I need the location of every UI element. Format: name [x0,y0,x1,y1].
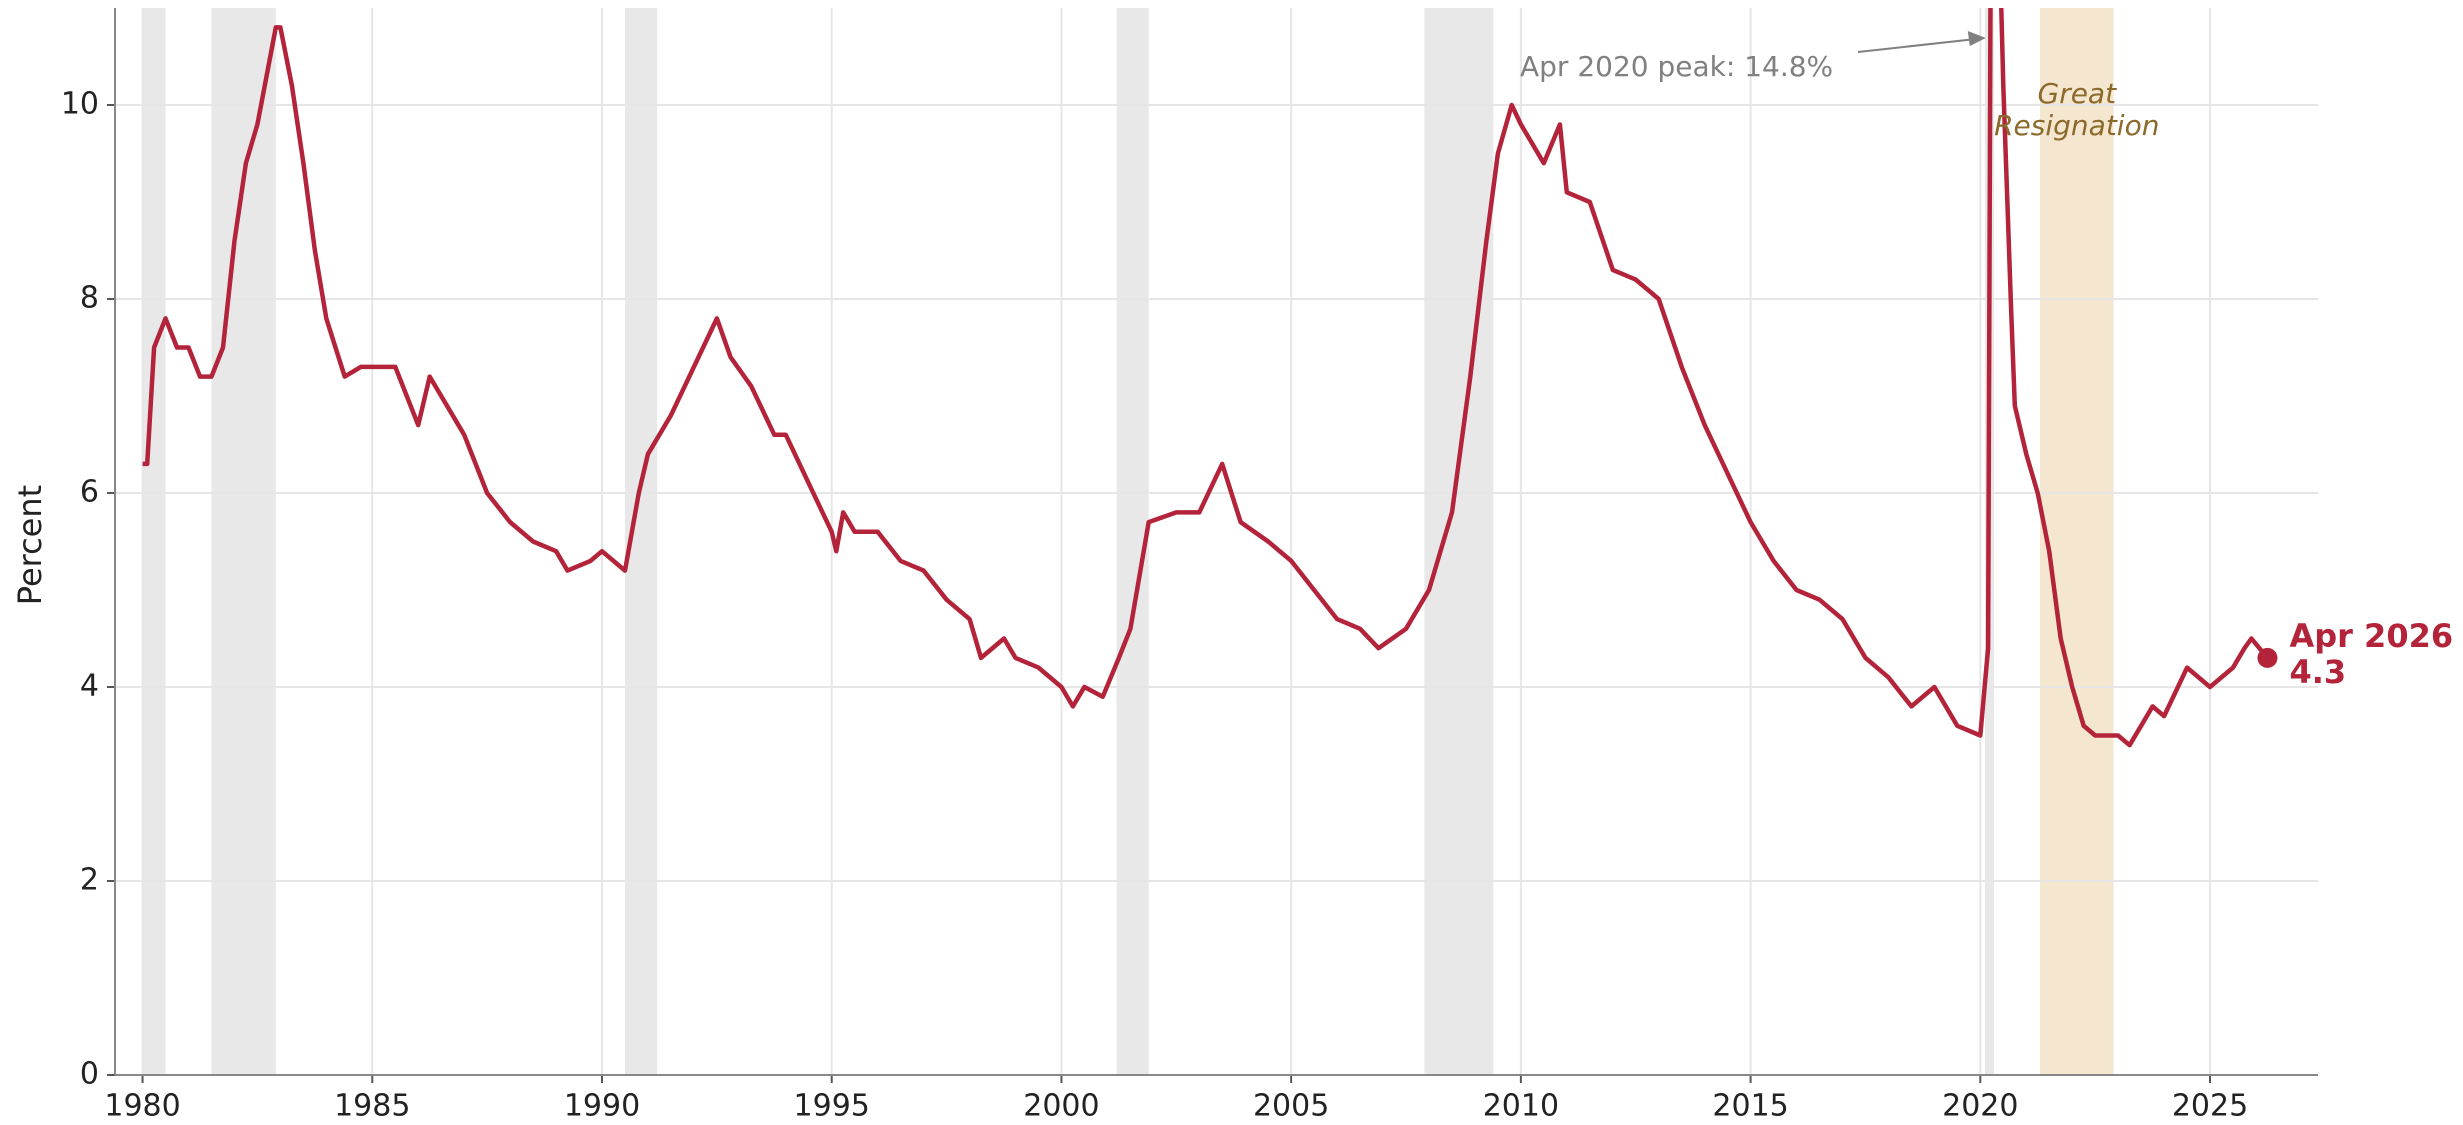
x-tick-label: 1990 [564,1089,640,1124]
y-tick-label: 4 [80,669,99,704]
y-tick-label: 0 [80,1057,99,1092]
peak-annotation: Apr 2020 peak: 14.8% [1520,50,1833,83]
x-tick-label: 2015 [1712,1089,1788,1124]
y-tick-label: 2 [80,863,99,898]
x-tick-label: 2005 [1253,1089,1329,1124]
annotation-arrowhead [1967,31,1986,46]
annotation-arrow [1857,38,1976,53]
x-tick-label: 1980 [104,1089,180,1124]
x-tick-label: 2025 [2172,1089,2248,1124]
recession-band [1424,8,1494,1075]
y-axis-label: Percent [11,485,49,605]
y-tick-label: 10 [61,87,99,122]
highlight-label: Resignation [1994,109,2159,142]
x-tick-label: 2000 [1023,1089,1099,1124]
x-tick-label: 2020 [1942,1089,2018,1124]
x-tick-label: 1995 [794,1089,870,1124]
series-line [142,8,2270,748]
end-label-value: 4.3 [2289,653,2346,691]
highlight-label: Great [2038,77,2118,110]
end-label-date: Apr 2026 [2289,617,2453,655]
x-tick-label: 2010 [1483,1089,1559,1124]
end-point [2257,647,2278,668]
y-tick-label: 8 [80,281,99,316]
x-tick-label: 1985 [334,1089,410,1124]
highlight-band [2040,8,2114,1075]
y-tick-label: 6 [80,475,99,510]
recession-band [142,8,166,1075]
